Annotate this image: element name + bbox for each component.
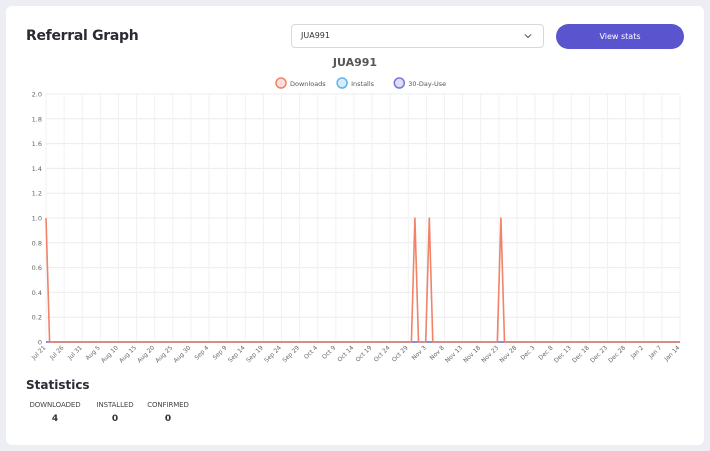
chart-title: JUA991 [332, 56, 377, 69]
page-title: Referral Graph [26, 28, 139, 44]
x-tick-label: Oct 9 [321, 344, 337, 360]
x-tick-label: Oct 29 [391, 344, 410, 363]
x-tick-label: Aug 20 [136, 344, 156, 364]
stat-downloaded: DOWNLOADED 4 [26, 401, 84, 424]
legend-marker-2 [393, 77, 406, 89]
stat-label: INSTALLED [96, 401, 134, 409]
series-line-downloads [45, 217, 680, 343]
x-tick-label: Jul 26 [48, 344, 66, 362]
y-tick-label: 2.0 [32, 91, 42, 99]
statistics-title: Statistics [26, 378, 90, 392]
y-tick-label: 1.4 [32, 165, 42, 173]
x-tick-label: Sep 4 [193, 344, 210, 361]
x-tick-label: Dec 3 [519, 344, 536, 361]
y-tick-label: 0.4 [32, 289, 42, 297]
referral-code-select[interactable]: JUA991 [291, 24, 544, 48]
x-tick-label: Jan 14 [662, 344, 681, 363]
x-tick-label: Aug 25 [154, 344, 174, 364]
x-tick-label: Nov 13 [444, 344, 464, 364]
stat-value: 0 [111, 414, 119, 424]
x-tick-label: Oct 14 [336, 344, 355, 363]
x-tick-label: Dec 13 [553, 344, 573, 364]
x-tick-label: Oct 19 [354, 344, 373, 363]
y-tick-label: 0 [38, 339, 42, 347]
referral-chart: JUA991 Downloads Installs 30-Day-Use 0 0.2 0.4… [30, 56, 682, 364]
stat-value: 0 [164, 414, 172, 424]
y-tick-label: 1.6 [32, 140, 42, 148]
chevron-down-icon [524, 34, 532, 39]
legend-label-0: Downloads [290, 80, 326, 88]
legend-marker-1 [336, 77, 348, 89]
y-tick-label: 1.0 [32, 215, 42, 223]
x-tick-label: Nov 23 [480, 344, 500, 364]
x-tick-label: Oct 24 [373, 344, 392, 363]
x-tick-label: Aug 10 [100, 344, 120, 364]
legend-label-2: 30-Day-Use [408, 80, 446, 88]
stat-confirmed: CONFIRMED 0 [144, 401, 192, 424]
stat-installed: INSTALLED 0 [92, 401, 138, 424]
stat-label: DOWNLOADED [29, 401, 81, 409]
y-tick-label: 0.6 [32, 264, 42, 272]
x-tick-label: Dec 23 [589, 344, 609, 364]
referral-graph-card: Referral Graph JUA991 View stats JUA991 D… [6, 6, 704, 445]
x-tick-label: Nov 28 [498, 344, 518, 364]
y-tick-label: 1.2 [32, 190, 42, 198]
x-tick-label: Sep 19 [245, 344, 265, 364]
x-tick-label: Nov 18 [462, 344, 482, 364]
y-tick-label: 0.8 [32, 239, 42, 247]
legend-label-1: Installs [351, 80, 375, 88]
x-tick-label: Dec 28 [607, 344, 627, 364]
legend-marker-0 [275, 77, 287, 89]
select-value: JUA991 [301, 31, 330, 40]
x-tick-label: Jul 21 [30, 344, 48, 362]
y-tick-label: 1.8 [32, 115, 42, 123]
x-tick-label: Nov 3 [411, 344, 428, 361]
x-tick-label: Sep 24 [263, 344, 283, 364]
stat-label: CONFIRMED [147, 401, 189, 409]
x-tick-label: Aug 15 [118, 344, 138, 364]
x-tick-label: Sep 14 [227, 344, 247, 364]
x-tick-label: Jan 7 [647, 344, 663, 360]
x-tick-label: Oct 4 [303, 344, 319, 360]
view-stats-button[interactable]: View stats [556, 24, 684, 49]
x-tick-label: Jul 31 [66, 344, 84, 362]
x-tick-label: Dec 18 [571, 344, 591, 364]
x-tick-label: Sep 29 [281, 344, 301, 364]
x-tick-label: Jan 2 [629, 344, 645, 360]
y-tick-label: 0.2 [32, 314, 42, 322]
x-tick-label: Aug 30 [172, 344, 192, 364]
stat-value: 4 [51, 414, 59, 424]
